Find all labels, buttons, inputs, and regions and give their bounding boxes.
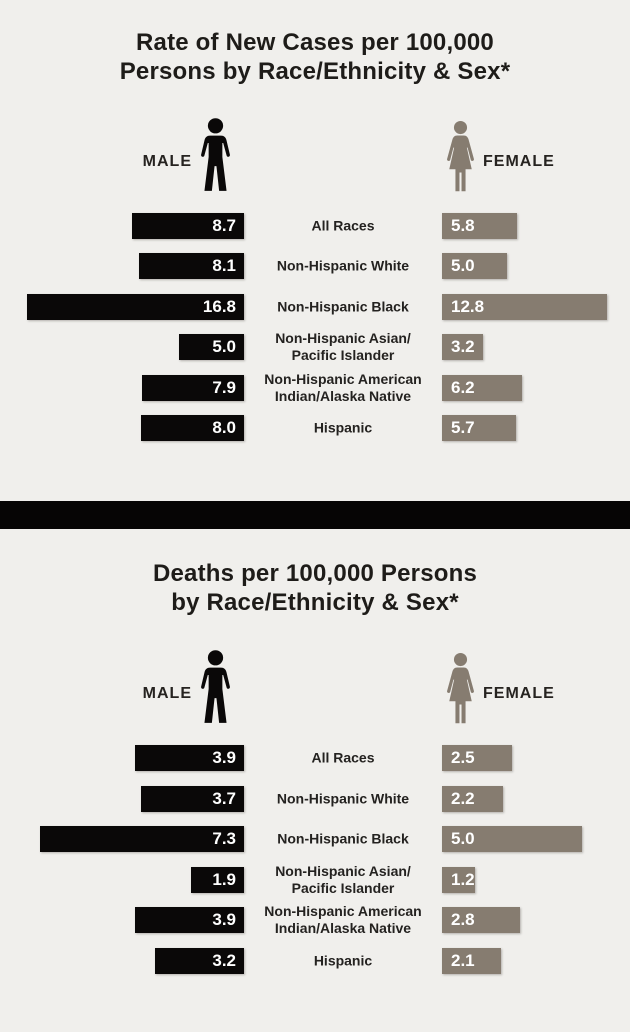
male-value-label: 7.9 [212, 378, 236, 397]
female-value-label: 5.8 [451, 216, 475, 235]
category-label: All Races [311, 217, 375, 234]
chart-row: 7.9 Non-Hispanic American Indian/Alaska N… [0, 371, 630, 404]
female-value-label: 12.8 [451, 297, 485, 316]
female-value-label: 2.2 [451, 789, 475, 808]
category-label: Non-Hispanic White [276, 790, 410, 807]
chart-row: 3.9 All Races 2.5 [0, 745, 630, 771]
category-label: Hispanic [313, 419, 373, 436]
category-label: Hispanic [313, 952, 373, 969]
title-line-2: by Race/Ethnicity & Sex* [171, 589, 459, 616]
male-bar: 8.7 [132, 213, 244, 239]
male-value-label: 3.9 [212, 910, 236, 929]
category-label: Non-Hispanic American Indian/Alaska Nativ… [264, 903, 422, 936]
male-bar: 3.9 [135, 745, 244, 771]
chart-row: 3.9 Non-Hispanic American Indian/Alaska N… [0, 903, 630, 936]
category-label: Non-Hispanic Black [277, 298, 409, 315]
male-bar: 3.7 [141, 786, 244, 812]
title-line-2: Persons by Race/Ethnicity & Sex* [119, 58, 511, 85]
male-value-label: 5.0 [212, 337, 236, 356]
male-legend-label: MALE [142, 153, 192, 170]
female-value-label: 6.2 [451, 378, 475, 397]
male-bar: 7.3 [40, 826, 244, 852]
category-label: Non-Hispanic White [276, 257, 410, 274]
female-value-label: 3.2 [451, 337, 475, 356]
chart-row: 5.0 Non-Hispanic Asian/Pacific Islander … [0, 330, 630, 363]
male-value-label: 8.0 [212, 418, 236, 437]
category-label: All Races [311, 749, 375, 766]
male-bar: 8.1 [139, 253, 244, 279]
incidence-chart-title: Rate of New Cases per 100,000 Persons by… [0, 28, 630, 86]
female-bar: 6.2 [442, 375, 522, 401]
female-value-label: 5.0 [451, 829, 475, 848]
category-label: Non-Hispanic Black [277, 830, 409, 847]
chart-row: 8.1 Non-Hispanic White 5.0 [0, 253, 630, 279]
female-bar: 5.8 [442, 213, 517, 239]
male-value-label: 8.1 [212, 256, 236, 275]
male-bar: 3.9 [135, 907, 244, 933]
section-divider-band [0, 501, 630, 529]
male-value-label: 7.3 [212, 829, 236, 848]
female-value-label: 2.1 [451, 951, 475, 970]
male-value-label: 3.7 [212, 789, 236, 808]
male-bar: 1.9 [191, 867, 244, 893]
category-label: Non-Hispanic Asian/Pacific Islander [275, 330, 411, 363]
male-value-label: 1.9 [212, 870, 236, 889]
female-bar: 1.2 [442, 867, 475, 893]
female-bar: 5.0 [442, 826, 582, 852]
female-value-label: 2.8 [451, 910, 475, 929]
category-label: Non-Hispanic Asian/Pacific Islander [275, 863, 411, 896]
female-bar: 2.2 [442, 786, 503, 812]
mortality-chart-title: Deaths per 100,000 Persons by Race/Ethni… [0, 559, 630, 617]
female-bar: 2.8 [442, 907, 520, 933]
female-value-label: 1.2 [451, 870, 475, 889]
male-bar: 5.0 [179, 334, 244, 360]
male-value-label: 3.9 [212, 748, 236, 767]
female-value-label: 5.0 [451, 256, 475, 275]
female-value-label: 2.5 [451, 748, 475, 767]
female-legend-label: FEMALE [483, 153, 555, 170]
chart-row: 1.9 Non-Hispanic Asian/Pacific Islander … [0, 863, 630, 896]
male-bar: 3.2 [155, 948, 244, 974]
female-bar: 2.5 [442, 745, 512, 771]
chart-row: 8.7 All Races 5.8 [0, 213, 630, 239]
chart-row: 3.7 Non-Hispanic White 2.2 [0, 786, 630, 812]
male-legend-label: MALE [142, 685, 192, 702]
title-line-1: Rate of New Cases per 100,000 [136, 29, 494, 56]
female-bar: 3.2 [442, 334, 483, 360]
female-bar: 5.0 [442, 253, 507, 279]
female-legend-label: FEMALE [483, 685, 555, 702]
male-bar: 7.9 [142, 375, 244, 401]
chart-row: 8.0 Hispanic 5.7 [0, 415, 630, 441]
male-value-label: 16.8 [202, 297, 236, 316]
chart-row: 16.8 Non-Hispanic Black 12.8 [0, 294, 630, 320]
male-value-label: 8.7 [212, 216, 236, 235]
title-line-1: Deaths per 100,000 Persons [152, 560, 478, 587]
female-bar: 5.7 [442, 415, 516, 441]
male-bar: 16.8 [27, 294, 244, 320]
chart-row: 7.3 Non-Hispanic Black 5.0 [0, 826, 630, 852]
category-label: Non-Hispanic American Indian/Alaska Nativ… [264, 371, 422, 404]
female-bar: 2.1 [442, 948, 501, 974]
chart-row: 3.2 Hispanic 2.1 [0, 948, 630, 974]
male-value-label: 3.2 [212, 951, 236, 970]
female-value-label: 5.7 [451, 418, 475, 437]
male-bar: 8.0 [141, 415, 244, 441]
female-bar: 12.8 [442, 294, 607, 320]
